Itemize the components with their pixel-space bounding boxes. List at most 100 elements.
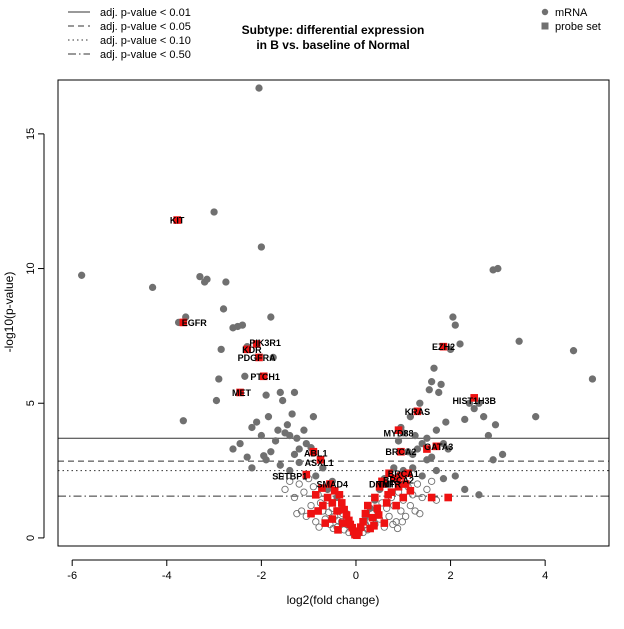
probe-set-point [326, 480, 334, 488]
mrna-point-nonsig [295, 480, 303, 488]
probe-set-point [323, 493, 332, 502]
gene-label: MYD88 [384, 428, 414, 438]
legend-marker-label: probe set [555, 21, 601, 33]
mrna-point [257, 243, 266, 251]
gene-label: KDR [242, 345, 262, 355]
probe-set-point [334, 526, 342, 534]
data-points [77, 84, 597, 540]
mrna-point-nonsig [427, 477, 436, 486]
x-tick-label: -2 [256, 570, 266, 582]
y-axis-label: -log10(p-value) [2, 272, 16, 353]
mrna-point [406, 413, 415, 421]
mrna-point-nonsig [389, 520, 397, 529]
y-tick-label: 10 [25, 262, 37, 274]
gene-label: MET [232, 388, 252, 398]
mrna-point [439, 475, 448, 483]
probe-set-point [363, 501, 372, 510]
probe-set-point [309, 447, 318, 456]
mrna-point [248, 423, 256, 432]
chart-title: Subtype: differential expression [242, 23, 425, 37]
probe-set-point [355, 528, 363, 536]
probe-set-point [319, 501, 327, 510]
mrna-point [394, 437, 403, 445]
mrna-point [470, 404, 478, 413]
mrna-point [432, 466, 441, 475]
mrna-point [588, 375, 597, 383]
mrna-point-nonsig [423, 485, 431, 494]
mrna-point [449, 313, 457, 321]
legend-line-label: adj. p-value < 0.05 [100, 21, 191, 33]
gene-label: PDGFRA [238, 353, 277, 363]
mrna-point [210, 208, 218, 216]
mrna-point [425, 386, 433, 394]
probe-set-point [444, 493, 452, 502]
mrna-point-nonsig [406, 501, 415, 510]
probe-set-point [173, 216, 181, 224]
mrna-point [302, 439, 310, 448]
mrna-point [269, 353, 277, 362]
mrna-point-nonsig [312, 518, 320, 526]
mrna-point [264, 413, 273, 421]
mrna-point [276, 461, 284, 469]
probe-set-point [356, 523, 365, 531]
mrna-point [274, 426, 282, 434]
mrna-point [411, 431, 419, 440]
probe-set-point [328, 515, 337, 523]
mrna-point [276, 388, 284, 397]
probe-set-point [302, 470, 311, 479]
probe-set-point [382, 499, 391, 507]
probe-set-point [384, 491, 392, 499]
mrna-point [451, 321, 459, 329]
legend-line-label: adj. p-value < 0.10 [100, 35, 191, 47]
threshold-lines [58, 437, 609, 497]
mrna-point-nonsig [281, 485, 289, 494]
probe-set-point [236, 388, 244, 397]
mrna-point [423, 434, 431, 442]
mrna-point [416, 399, 424, 407]
x-tick-label: 0 [353, 570, 359, 582]
mrna-point-nonsig [397, 507, 405, 515]
probe-set-point [385, 469, 393, 478]
probe-set-point [337, 499, 346, 507]
probe-set-point [397, 447, 405, 456]
mrna-point-nonsig [416, 510, 424, 518]
probe-set-point [373, 504, 382, 513]
probe-set-point [345, 516, 353, 525]
mrna-point [248, 464, 256, 472]
mrna-point [409, 450, 417, 459]
mrna-point [243, 453, 251, 461]
mrna-point [295, 458, 303, 467]
mrna-point [532, 413, 540, 421]
mrna-point [432, 426, 441, 434]
probe-set-point [401, 480, 410, 488]
probe-set-point [314, 507, 322, 515]
mrna-point-nonsig [290, 493, 299, 502]
mrna-point [480, 413, 488, 421]
probe-set-point [335, 491, 344, 499]
gene-label: KIT [170, 216, 185, 226]
gene-label: BRCA2 [385, 447, 416, 457]
mrna-point-nonsig [398, 518, 406, 526]
mrna-point [515, 337, 523, 345]
mrna-point [461, 485, 469, 494]
mrna-point [255, 84, 263, 92]
mrna-point-nonsig [411, 507, 419, 515]
gene-label: KRAS [405, 407, 431, 417]
mrna-point [267, 448, 275, 456]
mrna-point [222, 278, 230, 286]
x-tick-label: -4 [162, 570, 172, 582]
probe-set-point [432, 442, 441, 451]
mrna-point-nonsig [401, 512, 410, 521]
mrna-point [413, 445, 422, 453]
mrna-point [212, 396, 221, 405]
y-tick-label: 5 [25, 400, 37, 406]
mrna-point [498, 450, 507, 459]
probe-set-point [404, 469, 412, 478]
probe-set-point [342, 511, 351, 519]
mrna-point [446, 345, 455, 354]
mrna-point-nonsig [276, 472, 284, 480]
probe-set-point [259, 372, 268, 381]
probe-set-point [439, 342, 448, 351]
gene-label: PTCH1 [250, 372, 280, 382]
y-tick-label: 15 [25, 128, 37, 140]
